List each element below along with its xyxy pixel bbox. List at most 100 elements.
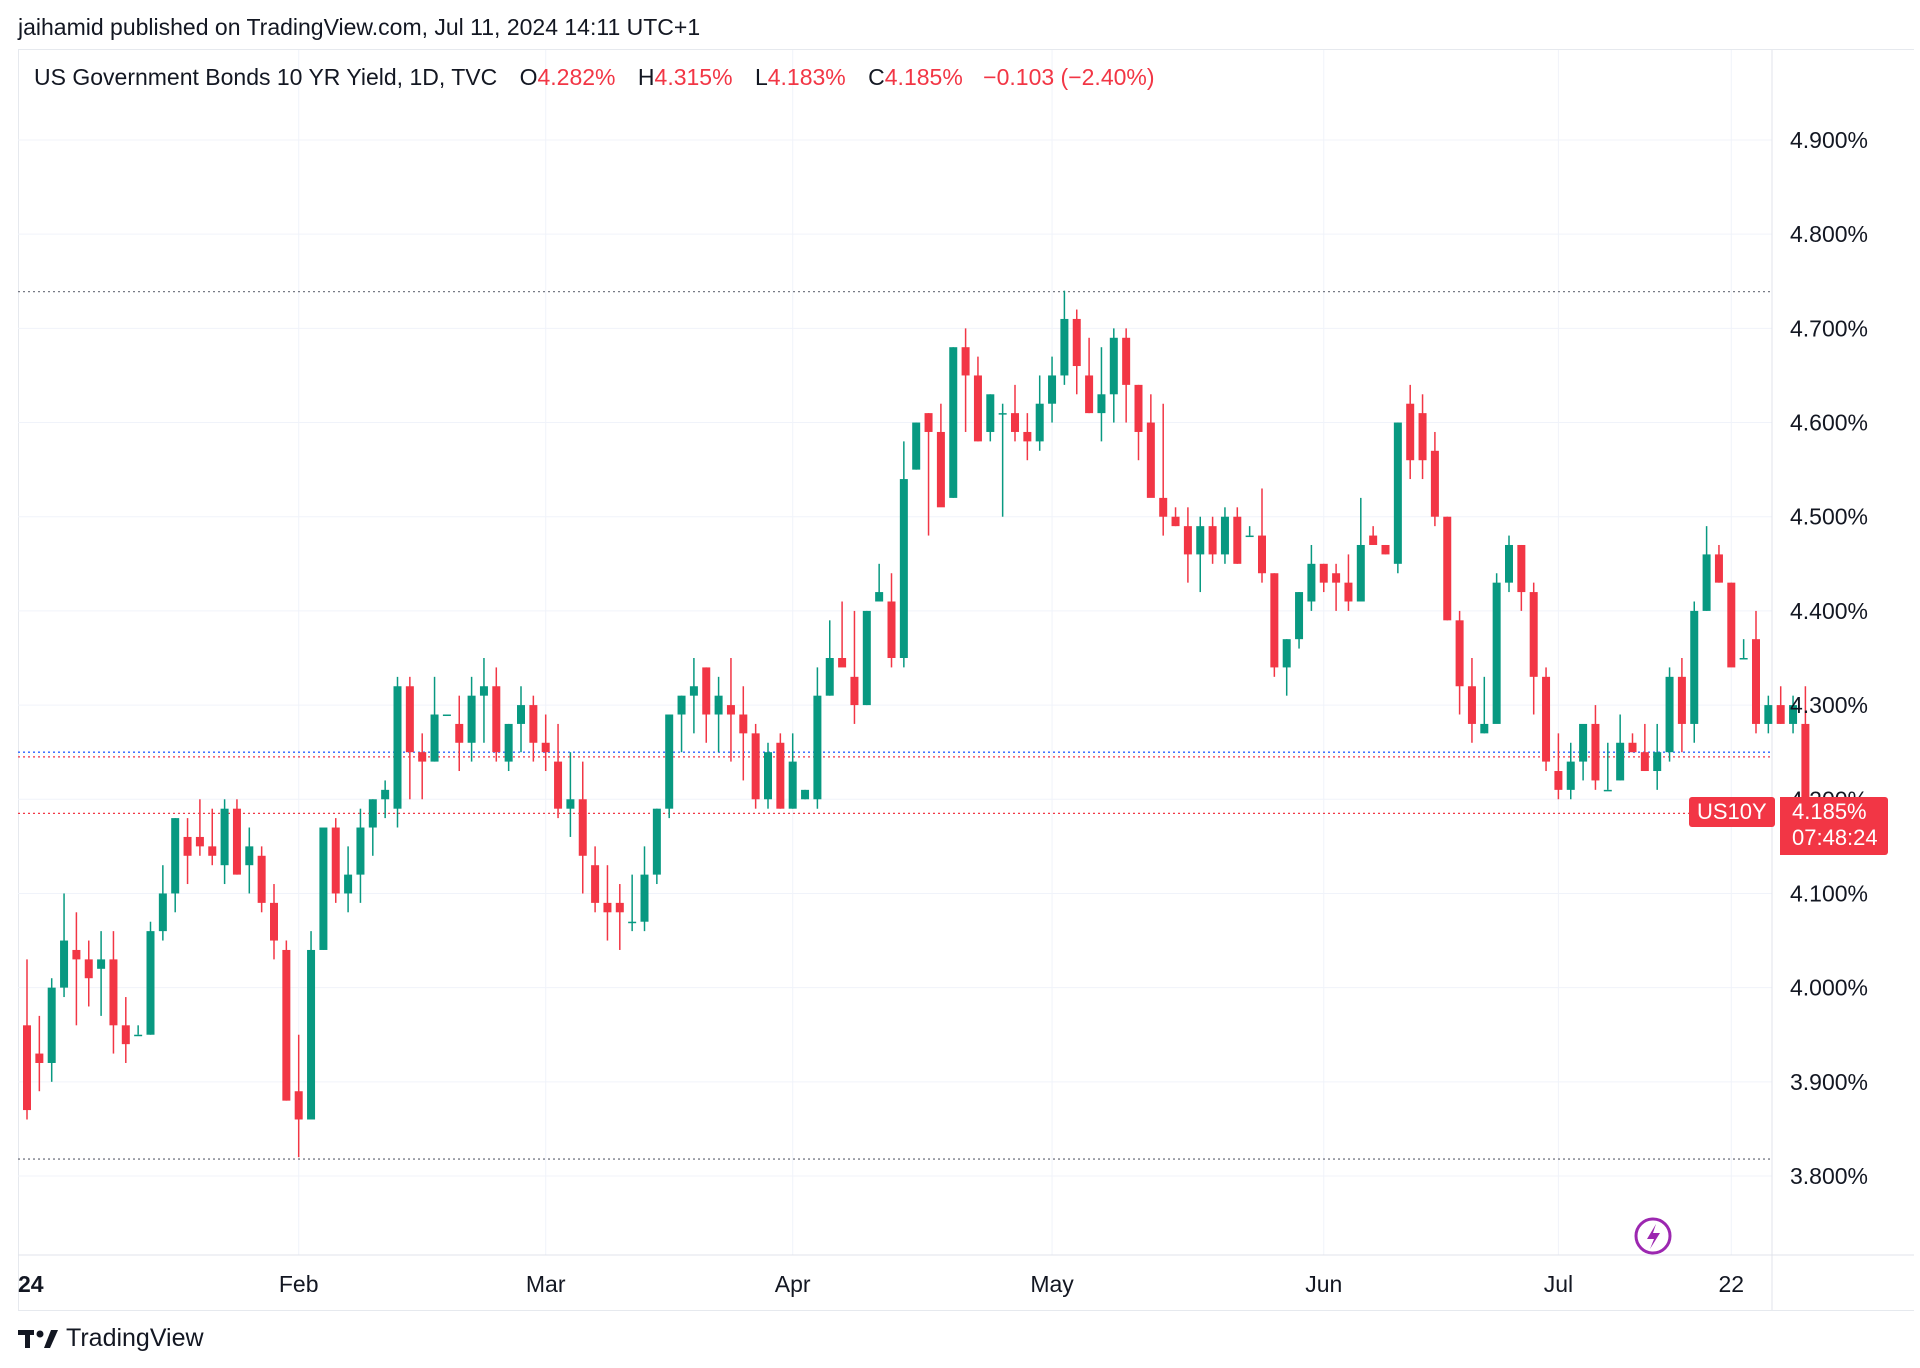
candle[interactable] xyxy=(578,761,587,894)
candle[interactable] xyxy=(1332,563,1341,611)
candle[interactable] xyxy=(628,874,637,932)
candle[interactable] xyxy=(887,573,896,668)
candle[interactable] xyxy=(257,846,266,913)
candle[interactable] xyxy=(1369,526,1378,545)
candle[interactable] xyxy=(1492,573,1501,724)
candle[interactable] xyxy=(455,695,464,772)
candle[interactable] xyxy=(640,846,649,932)
candle[interactable] xyxy=(1579,723,1588,781)
candle[interactable] xyxy=(1023,413,1032,461)
candle[interactable] xyxy=(1764,695,1773,734)
candle[interactable] xyxy=(1109,328,1118,423)
candle[interactable] xyxy=(1702,526,1711,611)
candle[interactable] xyxy=(1270,573,1279,677)
candle[interactable] xyxy=(393,676,402,828)
candle[interactable] xyxy=(1319,563,1328,593)
candle[interactable] xyxy=(603,865,612,941)
candle[interactable] xyxy=(1653,723,1662,790)
candle[interactable] xyxy=(1430,431,1439,527)
candle[interactable] xyxy=(270,884,278,960)
candle[interactable] xyxy=(1381,544,1390,555)
candle[interactable] xyxy=(294,1034,303,1158)
candle[interactable] xyxy=(84,940,93,1007)
candle[interactable] xyxy=(591,846,600,913)
candle[interactable] xyxy=(1097,347,1106,442)
candle[interactable] xyxy=(418,733,427,800)
candle[interactable] xyxy=(356,808,365,903)
candle[interactable] xyxy=(1085,337,1094,414)
candle[interactable] xyxy=(1517,544,1526,611)
candle[interactable] xyxy=(554,723,563,819)
candle[interactable] xyxy=(1406,384,1415,480)
candle[interactable] xyxy=(1146,394,1155,498)
candle[interactable] xyxy=(1554,733,1563,800)
candle[interactable] xyxy=(1060,290,1069,385)
candle[interactable] xyxy=(689,658,698,734)
candle[interactable] xyxy=(1480,676,1489,734)
candle[interactable] xyxy=(23,959,31,1120)
candle[interactable] xyxy=(1603,742,1612,792)
candle[interactable] xyxy=(1455,610,1464,715)
candle[interactable] xyxy=(541,714,550,772)
candle[interactable] xyxy=(813,667,822,809)
candle[interactable] xyxy=(949,347,958,498)
candle[interactable] xyxy=(751,723,760,809)
candle[interactable] xyxy=(1529,582,1538,715)
candle[interactable] xyxy=(615,884,624,950)
candle[interactable] xyxy=(973,356,982,442)
candle[interactable] xyxy=(652,808,661,885)
candle[interactable] xyxy=(146,921,155,1035)
candle[interactable] xyxy=(838,601,847,668)
candle[interactable] xyxy=(319,827,328,950)
candle[interactable] xyxy=(109,931,118,1054)
candle[interactable] xyxy=(1418,394,1427,480)
candle[interactable] xyxy=(1566,742,1575,800)
candle[interactable] xyxy=(381,780,390,819)
candle[interactable] xyxy=(726,658,735,762)
candle[interactable] xyxy=(788,733,797,809)
candle[interactable] xyxy=(1220,507,1229,564)
lightning-icon[interactable] xyxy=(1634,1217,1672,1255)
candle[interactable] xyxy=(665,714,674,819)
candle[interactable] xyxy=(1183,507,1192,583)
candle[interactable] xyxy=(1628,733,1637,753)
candle[interactable] xyxy=(1505,535,1513,593)
candle[interactable] xyxy=(1690,601,1699,743)
candle[interactable] xyxy=(479,658,488,743)
candle[interactable] xyxy=(1196,516,1205,593)
candle[interactable] xyxy=(517,686,525,753)
candle[interactable] xyxy=(282,940,291,1101)
candle[interactable] xyxy=(183,818,192,885)
candle[interactable] xyxy=(862,610,871,706)
candle[interactable] xyxy=(1393,422,1402,574)
candle[interactable] xyxy=(825,620,834,696)
candle[interactable] xyxy=(1307,544,1316,611)
candle[interactable] xyxy=(1677,658,1686,753)
candle[interactable] xyxy=(492,667,501,762)
candle[interactable] xyxy=(1542,667,1551,772)
candle[interactable] xyxy=(875,563,884,602)
candle[interactable] xyxy=(1665,667,1674,762)
candle[interactable] xyxy=(801,789,810,800)
candle[interactable] xyxy=(1727,582,1736,668)
candle[interactable] xyxy=(677,695,686,753)
candle[interactable] xyxy=(1344,554,1353,611)
candle[interactable] xyxy=(764,742,772,809)
candle[interactable] xyxy=(1467,658,1476,743)
candle[interactable] xyxy=(1295,592,1304,649)
candle[interactable] xyxy=(529,695,538,762)
candle[interactable] xyxy=(331,818,340,903)
candle[interactable] xyxy=(1233,507,1242,564)
candle[interactable] xyxy=(1011,384,1019,442)
candle[interactable] xyxy=(72,912,81,1026)
candle[interactable] xyxy=(1640,723,1649,772)
candle[interactable] xyxy=(1443,516,1452,621)
candle[interactable] xyxy=(986,394,995,442)
candle[interactable] xyxy=(1282,639,1291,696)
candle[interactable] xyxy=(1258,488,1266,583)
candle[interactable] xyxy=(467,676,476,762)
candle[interactable] xyxy=(97,931,106,1016)
candle[interactable] xyxy=(1591,705,1600,790)
candle[interactable] xyxy=(1048,356,1057,423)
candle[interactable] xyxy=(158,865,167,941)
